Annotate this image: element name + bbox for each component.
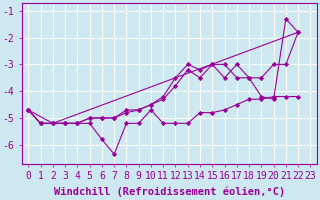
X-axis label: Windchill (Refroidissement éolien,°C): Windchill (Refroidissement éolien,°C) [54,187,285,197]
